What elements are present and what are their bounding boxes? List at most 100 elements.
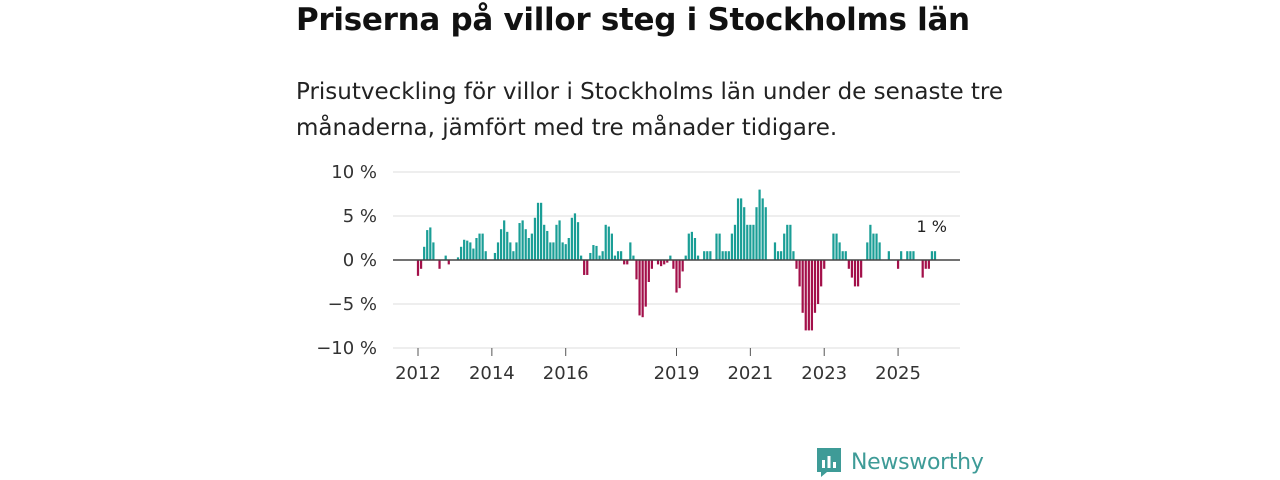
y-tick-label: −10 % bbox=[316, 338, 377, 359]
bar bbox=[419, 260, 423, 269]
bar bbox=[856, 260, 860, 287]
bar bbox=[853, 260, 857, 287]
bar bbox=[675, 260, 678, 293]
bar bbox=[493, 252, 497, 260]
bar bbox=[933, 251, 937, 260]
bar bbox=[749, 224, 752, 260]
bar bbox=[543, 224, 546, 260]
bar bbox=[764, 207, 767, 260]
bar bbox=[496, 242, 500, 260]
bar bbox=[663, 260, 666, 265]
bar bbox=[690, 231, 693, 260]
bar bbox=[475, 238, 478, 260]
bar bbox=[466, 240, 469, 260]
bar bbox=[684, 255, 687, 260]
bar bbox=[841, 251, 844, 260]
bar bbox=[650, 260, 653, 269]
bar bbox=[847, 260, 850, 269]
bar bbox=[703, 251, 706, 260]
bar bbox=[561, 242, 564, 260]
bar bbox=[586, 260, 589, 275]
bar bbox=[416, 260, 420, 276]
bar bbox=[832, 233, 835, 260]
bar bbox=[743, 207, 746, 260]
bar bbox=[635, 260, 638, 280]
bar bbox=[567, 238, 570, 260]
bar bbox=[509, 242, 512, 260]
bar bbox=[727, 251, 730, 260]
bar bbox=[521, 220, 524, 260]
bar bbox=[604, 224, 607, 260]
bar-layer bbox=[416, 189, 937, 331]
bar bbox=[429, 227, 432, 260]
bar bbox=[807, 260, 810, 331]
bar bbox=[478, 233, 481, 260]
bar bbox=[481, 233, 484, 260]
bar bbox=[909, 251, 912, 260]
bar bbox=[610, 233, 613, 260]
bar bbox=[512, 251, 515, 260]
bar bbox=[616, 251, 620, 260]
x-tick-label: 2023 bbox=[801, 363, 847, 384]
bar bbox=[432, 242, 435, 260]
bar bbox=[530, 233, 533, 260]
bar bbox=[426, 230, 429, 260]
chart-subtitle: Prisutveckling för villor i Stockholms l… bbox=[296, 79, 1004, 141]
bar bbox=[555, 224, 558, 260]
x-tick-label: 2021 bbox=[727, 363, 773, 384]
bar bbox=[669, 255, 672, 260]
y-tick-label: 10 % bbox=[331, 162, 377, 183]
x-tick-label: 2025 bbox=[875, 363, 921, 384]
bar bbox=[644, 260, 647, 307]
bar bbox=[816, 260, 820, 304]
bar bbox=[730, 233, 733, 260]
bar bbox=[896, 260, 900, 269]
bar bbox=[613, 255, 617, 260]
bar bbox=[592, 245, 595, 260]
bar bbox=[875, 233, 878, 260]
bar bbox=[469, 242, 472, 260]
bar bbox=[801, 260, 804, 313]
bar bbox=[792, 251, 795, 260]
x-tick-label: 2012 bbox=[395, 363, 441, 384]
bar bbox=[866, 242, 869, 260]
newsworthy-brand: Newsworthy bbox=[815, 446, 984, 478]
bar bbox=[706, 251, 709, 260]
bar bbox=[447, 260, 450, 265]
x-tick-label: 2016 bbox=[543, 363, 589, 384]
bar bbox=[656, 260, 660, 265]
bar bbox=[626, 260, 629, 265]
bar bbox=[647, 260, 650, 282]
bar bbox=[506, 231, 509, 260]
bar bbox=[746, 224, 749, 260]
bar bbox=[573, 213, 577, 260]
bar bbox=[515, 242, 518, 260]
bar bbox=[620, 251, 623, 260]
bar bbox=[755, 207, 758, 260]
bar bbox=[632, 255, 635, 260]
bar bbox=[681, 260, 684, 272]
bar bbox=[666, 260, 669, 263]
bar bbox=[758, 189, 761, 260]
bar bbox=[539, 202, 543, 260]
bar bbox=[721, 251, 724, 260]
bar bbox=[761, 198, 764, 260]
brand-name: Newsworthy bbox=[851, 449, 984, 475]
bar bbox=[872, 233, 875, 260]
bar bbox=[789, 224, 792, 260]
bar bbox=[524, 229, 527, 260]
bar bbox=[906, 251, 909, 260]
bar bbox=[629, 242, 632, 260]
newsworthy-logo-icon bbox=[817, 448, 841, 477]
bar bbox=[752, 224, 755, 260]
x-tick-label: 2014 bbox=[469, 363, 515, 384]
bar bbox=[930, 251, 934, 260]
bar bbox=[823, 260, 826, 269]
bar bbox=[472, 248, 475, 260]
chart-title: Priserna på villor steg i Stockholms län bbox=[296, 2, 970, 38]
bar bbox=[499, 229, 503, 260]
bar bbox=[672, 260, 675, 269]
bar bbox=[878, 242, 881, 260]
bar bbox=[783, 233, 786, 260]
